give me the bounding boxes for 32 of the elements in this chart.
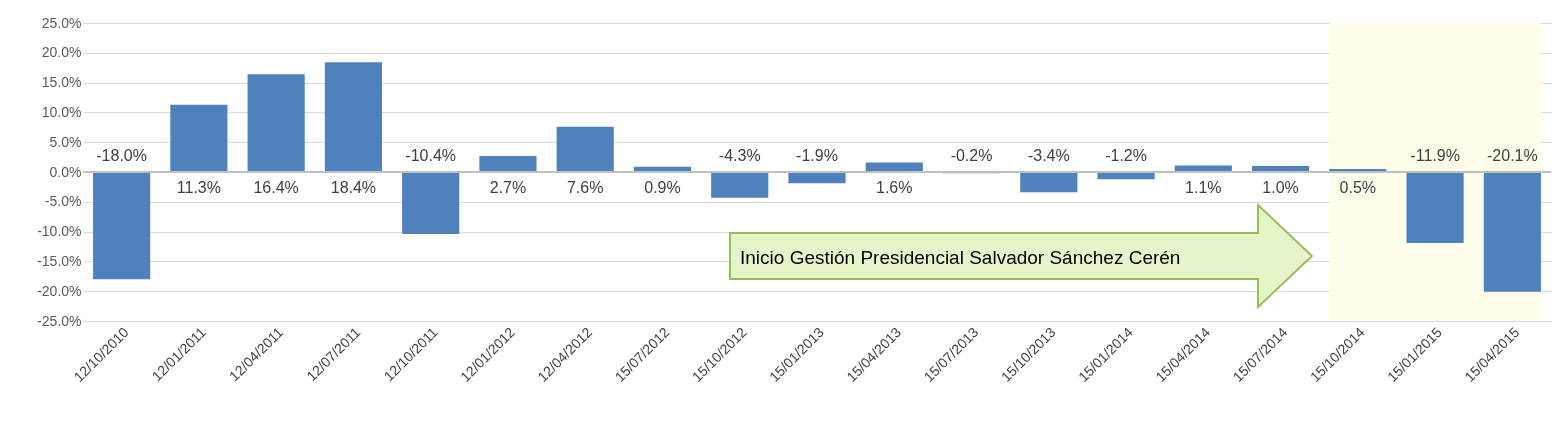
y-tick-label: 25.0% [41,14,82,31]
y-tick-label: -5.0% [44,193,82,210]
data-label: 1.6% [876,179,913,196]
y-tick-label: 5.0% [49,133,82,150]
data-label: -11.9% [1410,147,1460,164]
data-label: -3.4% [1027,147,1070,164]
data-label: 1.1% [1185,179,1222,196]
arrow: Inicio Gestión Presidencial Salvador Sánchez Cerén [728,203,1316,309]
data-label: -10.4% [405,147,457,164]
y-tick-label: -10.0% [37,223,82,240]
y-tick-label: -20.0% [37,282,82,299]
data-label: -20.1% [1487,147,1538,164]
data-label: 11.3% [176,179,221,196]
y-tick-label: -15.0% [37,252,82,269]
data-label: -1.2% [1105,147,1147,164]
annotation: Inicio Gestión Presidencial Salvador Sánchez Cerén [740,247,1181,268]
data-label: 0.9% [644,179,681,196]
data-label: -18.0% [96,147,147,164]
data-label: 16.4% [253,179,299,196]
data-label: 18.4% [330,179,377,196]
y-tick-label: 0.0% [49,163,82,180]
data-label: -1.9% [796,147,838,164]
y-tick-label: -25.0% [37,312,82,329]
data-label: 0.5% [1339,179,1377,196]
y-tick-label: 20.0% [41,44,82,61]
y-tick-label: 10.0% [41,103,82,120]
y-tick-label: 15.0% [41,74,82,91]
data-label: -4.3% [718,147,761,164]
data-label: -0.2% [950,147,993,164]
data-label: 7.6% [566,179,604,196]
data-label: 2.7% [489,179,527,196]
data-label: 1.0% [1262,179,1299,196]
